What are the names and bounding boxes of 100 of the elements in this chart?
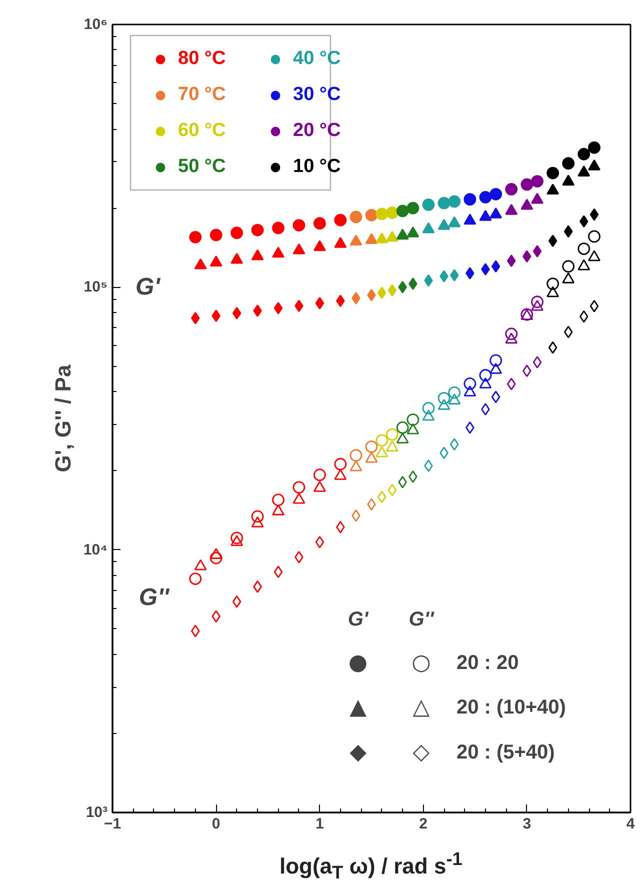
point [562, 260, 575, 273]
point [424, 460, 433, 472]
point [230, 535, 244, 546]
point [396, 421, 409, 434]
point [588, 141, 600, 154]
x-axis-title: log(a$_{T}$ ω) / rad s$^{-1}$ [279, 847, 462, 885]
point [272, 504, 284, 516]
point [532, 245, 542, 258]
point [406, 413, 420, 426]
point [562, 272, 575, 284]
point [578, 259, 590, 270]
point [505, 204, 518, 215]
point [422, 222, 435, 234]
point [422, 198, 435, 211]
point [251, 510, 264, 523]
point [376, 208, 388, 220]
annotation: ○ [412, 650, 431, 676]
legend-label: 80 °C [178, 48, 226, 70]
annotation: G'' [408, 608, 436, 630]
point [464, 193, 476, 206]
point [365, 208, 378, 222]
point [274, 302, 283, 314]
point [564, 225, 573, 238]
point [531, 300, 544, 311]
legend-label: 70 °C [178, 84, 226, 106]
point [365, 440, 378, 453]
point [479, 210, 492, 221]
point [230, 532, 244, 544]
point [490, 354, 502, 367]
point [315, 536, 324, 548]
point [562, 157, 575, 170]
annotation: ● [348, 650, 368, 676]
point [334, 214, 347, 226]
annotation: ◇ [412, 740, 430, 766]
x-tick-label: 0 [212, 816, 220, 832]
point [448, 394, 461, 404]
point [232, 595, 242, 608]
point [396, 204, 409, 218]
point [546, 166, 559, 180]
point [479, 369, 492, 382]
annotation: △ [412, 695, 430, 720]
point [396, 432, 409, 444]
annotation: 20 : (10+40) [456, 696, 566, 719]
legend-label: 50 °C [178, 156, 226, 178]
point [520, 198, 534, 210]
point [440, 270, 448, 282]
point [448, 195, 461, 208]
point [230, 252, 244, 264]
point [505, 328, 518, 340]
point [422, 410, 435, 421]
point [588, 250, 600, 262]
y-tick-label: 10⁵ [84, 278, 108, 296]
point [562, 174, 575, 186]
point [491, 260, 500, 273]
point [532, 356, 542, 368]
point [479, 377, 492, 388]
annotation: ◆ [350, 740, 367, 766]
y-tick-label: 10⁶ [84, 16, 108, 33]
point [314, 217, 326, 230]
point [520, 178, 534, 191]
point [272, 494, 284, 506]
point [365, 452, 378, 463]
point [350, 234, 362, 246]
point [189, 572, 202, 585]
point [564, 326, 573, 338]
point [505, 332, 518, 344]
point [350, 449, 362, 462]
legend-label: 60 °C [178, 120, 226, 142]
point [590, 208, 599, 221]
point [230, 226, 244, 240]
point [448, 386, 461, 399]
point [334, 236, 347, 248]
point [376, 232, 388, 244]
point [194, 559, 207, 570]
point [272, 222, 284, 234]
legend-label: 10 °C [293, 156, 341, 178]
point [491, 390, 500, 404]
annotation: ▲ [350, 695, 367, 720]
point [408, 278, 418, 290]
point [481, 263, 490, 276]
point [396, 228, 409, 240]
point [292, 481, 306, 494]
point [505, 183, 518, 196]
point [350, 460, 362, 472]
point [377, 286, 386, 300]
point [210, 552, 222, 564]
point [274, 566, 283, 578]
point [376, 434, 388, 447]
point [548, 341, 558, 354]
point [388, 284, 397, 297]
point [350, 210, 362, 224]
point [479, 191, 492, 204]
point [386, 428, 398, 441]
point [334, 458, 347, 470]
point [386, 440, 398, 452]
point [438, 196, 450, 210]
y-tick-label: 10⁴ [83, 541, 108, 558]
point [210, 228, 222, 242]
point [386, 206, 398, 219]
point [590, 300, 599, 312]
